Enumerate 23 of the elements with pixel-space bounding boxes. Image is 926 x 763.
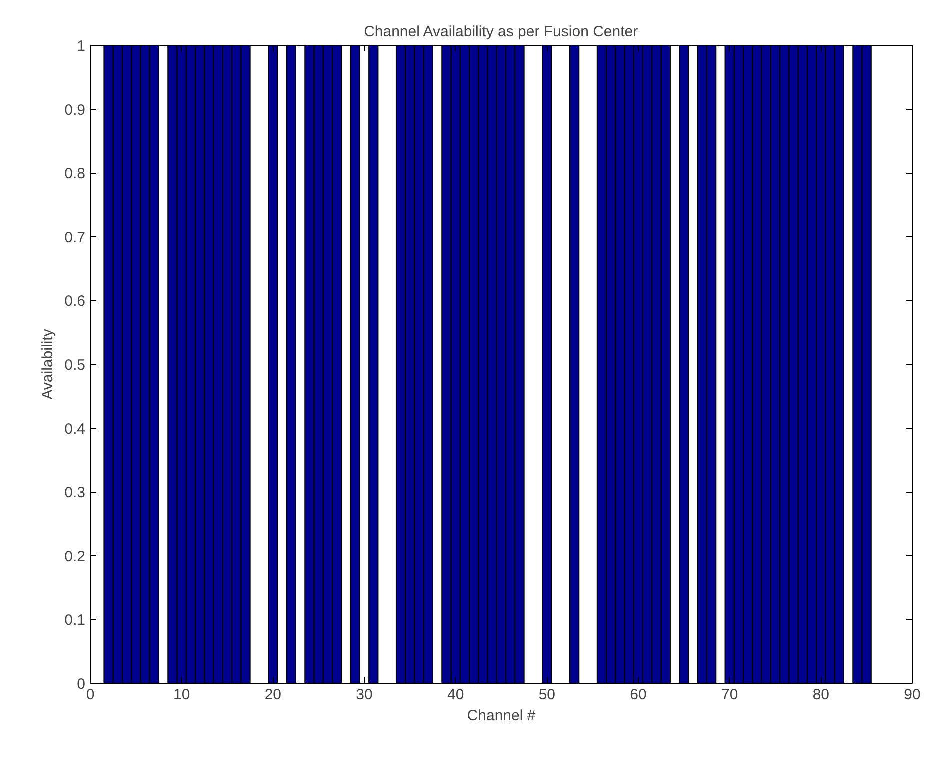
y-tick-label: 1 bbox=[77, 38, 86, 55]
x-tick-label: 30 bbox=[356, 686, 373, 704]
x-tick-label: 10 bbox=[173, 686, 190, 704]
y-tick-label: 0.5 bbox=[64, 357, 86, 374]
y-tick-label: 0.1 bbox=[64, 612, 86, 630]
y-tick-label: 0.6 bbox=[64, 293, 86, 310]
y-tick-label: 0.2 bbox=[64, 548, 86, 566]
x-tick-label: 50 bbox=[538, 686, 556, 704]
y-tick-label: 0.9 bbox=[64, 102, 86, 119]
x-tick-label: 20 bbox=[264, 686, 282, 704]
x-tick-label: 40 bbox=[447, 686, 464, 704]
x-tick-label: 60 bbox=[630, 686, 647, 704]
y-axis-title: Availability bbox=[40, 328, 57, 400]
x-axis-title: Channel # bbox=[467, 708, 536, 724]
x-tick-label: 80 bbox=[812, 686, 830, 704]
y-tick-label: 0.3 bbox=[64, 484, 86, 502]
y-tick-label: 0.4 bbox=[64, 420, 86, 438]
y-tick-label: 0.8 bbox=[64, 166, 86, 183]
y-tick-label: 0 bbox=[77, 676, 86, 693]
y-tick-label: 0.7 bbox=[64, 229, 86, 246]
x-tick-label: 70 bbox=[721, 686, 738, 704]
chart-title: Channel Availability as per Fusion Center bbox=[364, 24, 638, 40]
x-tick-label: 90 bbox=[904, 686, 921, 704]
